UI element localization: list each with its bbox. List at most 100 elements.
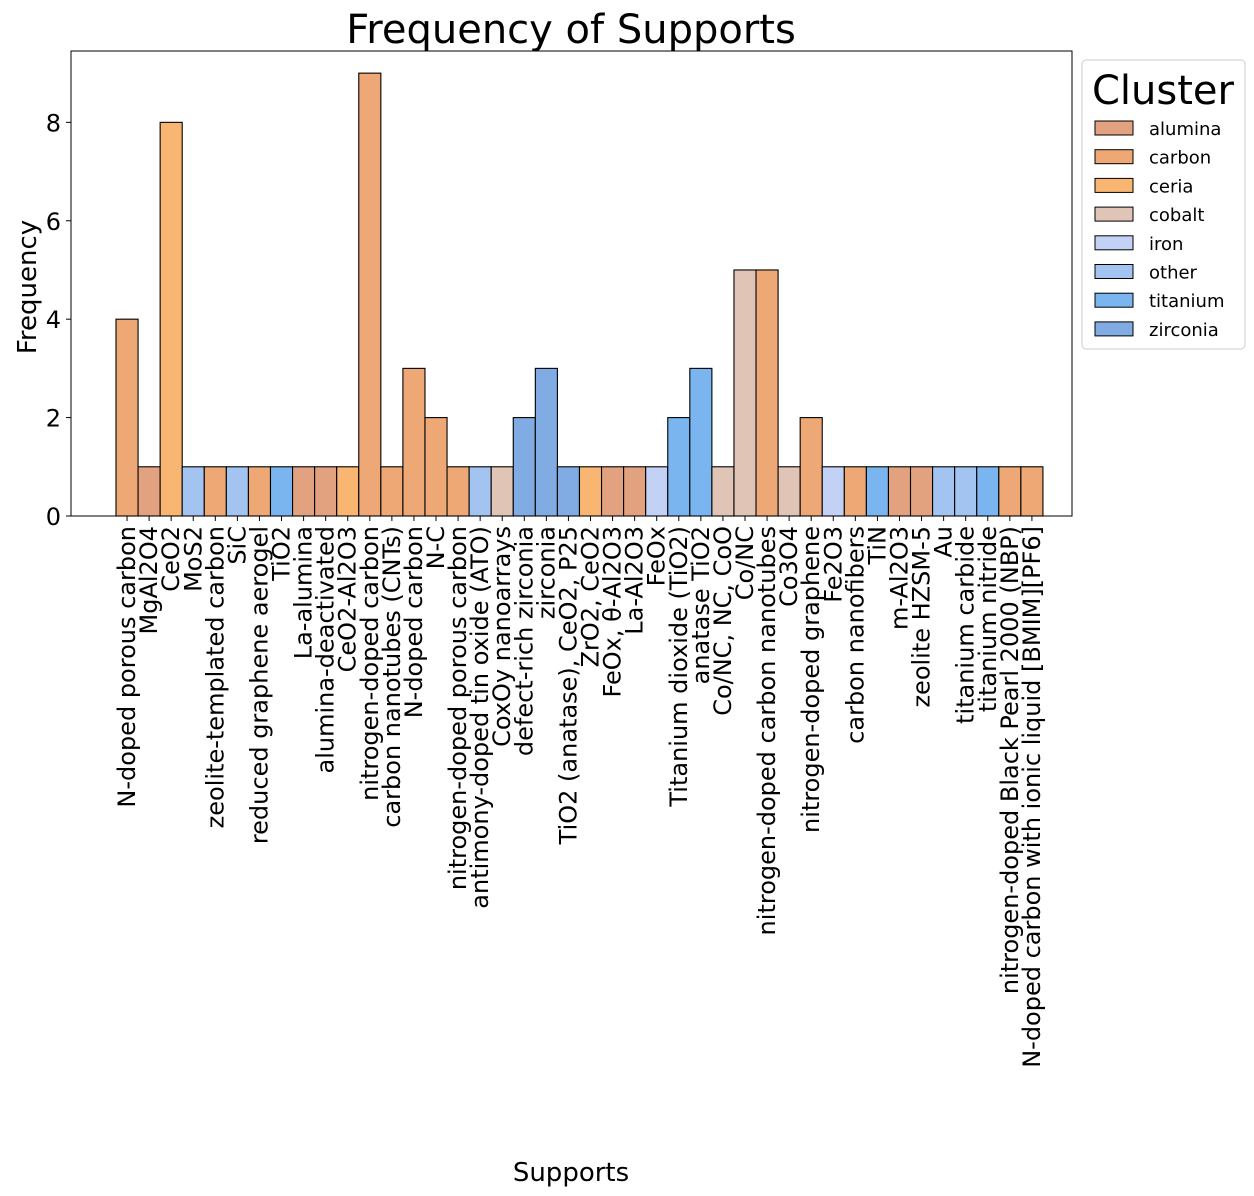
x-tick-label: CeO2 — [157, 526, 185, 592]
x-tick-label: FeOx, θ-Al2O3 — [599, 526, 627, 697]
legend-label: alumina — [1149, 119, 1221, 140]
x-tick-label: reduced graphene aerogel — [245, 526, 273, 844]
bar — [203, 466, 227, 517]
legend-label: carbon — [1149, 148, 1211, 169]
bar — [468, 466, 492, 517]
bar — [402, 367, 426, 517]
bars-group — [115, 72, 1044, 517]
bar — [534, 367, 558, 517]
x-tick-label: MoS2 — [179, 526, 207, 592]
bar — [490, 466, 514, 517]
legend-swatch — [1094, 292, 1134, 308]
plot-frame — [70, 50, 1073, 517]
legend-entries: alumina carbon ceria cobalt iron other titaniu… — [1094, 119, 1225, 341]
bar — [512, 417, 536, 517]
bar — [358, 72, 382, 517]
legend-label: ceria — [1149, 176, 1193, 197]
legend-title: Cluster — [1092, 68, 1235, 114]
x-tick-label: ZrO2, CeO2 — [577, 526, 605, 667]
x-tick-label: zeolite HZSM-5 — [908, 526, 936, 708]
x-tick-label: CeO2-Al2O3 — [334, 526, 362, 672]
x-tick-label: zirconia — [532, 526, 560, 619]
bar — [269, 466, 294, 517]
bar — [292, 466, 316, 517]
legend-swatch — [1094, 264, 1134, 279]
x-tick-label: antimony-doped tin oxide (ATO) — [466, 526, 494, 909]
bar — [821, 466, 845, 517]
bar — [932, 466, 956, 517]
x-axis: N-doped porous carbonMgAl2O4CeO2MoS2zeol… — [113, 516, 1046, 1068]
bar — [556, 466, 581, 517]
x-tick-label: TiO2 — [268, 526, 296, 582]
bar — [1020, 466, 1044, 517]
legend-label: cobalt — [1149, 205, 1204, 226]
bar — [998, 466, 1022, 517]
bar — [733, 269, 757, 517]
x-tick-label: N-doped carbon — [400, 526, 428, 718]
bar — [689, 367, 713, 517]
bar — [954, 466, 978, 517]
x-tick-label: nitrogen-doped carbon nanotubes — [753, 526, 781, 935]
bar — [667, 417, 691, 517]
bar — [909, 466, 934, 517]
bar — [865, 466, 890, 517]
legend-swatch — [1094, 206, 1134, 222]
x-tick-label: La-Al2O3 — [621, 526, 649, 635]
legend-label: iron — [1149, 234, 1183, 255]
x-tick-label: MgAl2O4 — [135, 526, 163, 634]
bar — [115, 318, 139, 517]
x-tick-label: titanium carbide — [952, 526, 980, 724]
x-tick-label: nitrogen-doped carbon — [356, 526, 384, 801]
x-tick-label: carbon nanotubes (CNTs) — [378, 526, 406, 828]
y-tick-label: 0 — [46, 503, 61, 531]
legend-label: zirconia — [1149, 320, 1219, 341]
x-tick-label: alumina-deactivated — [312, 526, 340, 774]
x-tick-label: N-doped carbon with ionic liquid [BMIM][… — [1018, 526, 1046, 1068]
x-tick-label: Co/NC, NC, CoO — [709, 526, 737, 716]
y-axis: 0 2 4 6 8 — [46, 109, 71, 531]
x-tick-label: nitrogen-doped porous carbon — [444, 526, 472, 890]
bar — [843, 466, 867, 517]
x-tick-label: carbon nanofibers — [841, 526, 869, 744]
bar — [711, 466, 735, 517]
x-tick-label: titanium nitride — [974, 526, 1002, 712]
x-tick-label: N-C — [422, 526, 450, 569]
bar — [799, 417, 823, 517]
x-tick-label: SiC — [223, 526, 251, 565]
bar — [578, 466, 603, 517]
legend-swatch — [1094, 149, 1134, 165]
x-axis-label: Supports — [513, 1158, 629, 1188]
bar — [446, 466, 470, 517]
x-tick-label: defect-rich zirconia — [510, 526, 538, 756]
y-tick-label: 4 — [46, 306, 61, 334]
x-tick-label: Co3O4 — [775, 526, 803, 607]
x-tick-label: N-doped porous carbon — [113, 526, 141, 808]
x-tick-label: CoxOy nanoarrays — [488, 526, 516, 747]
bar — [225, 466, 249, 517]
legend-swatch — [1094, 120, 1134, 136]
x-tick-label: m-Al2O3 — [885, 526, 913, 630]
bar — [314, 466, 338, 517]
y-tick-label: 2 — [46, 405, 61, 433]
y-axis-label: Frequency — [13, 220, 43, 354]
bar — [976, 466, 1000, 517]
bar — [159, 121, 183, 517]
chart-title: Frequency of Supports — [346, 7, 796, 53]
x-tick-label: TiN — [863, 526, 891, 566]
x-tick-label: La-alumina — [290, 526, 318, 659]
legend-label: titanium — [1149, 291, 1225, 312]
x-tick-label: zeolite-templated carbon — [201, 526, 229, 828]
legend-swatch — [1094, 235, 1134, 251]
x-tick-label: FeOx — [643, 526, 671, 586]
bar — [380, 466, 404, 517]
legend-label: other — [1149, 263, 1198, 284]
bar — [137, 466, 161, 517]
x-tick-label: Co/NC — [731, 526, 759, 600]
x-tick-label: nitrogen-doped Black Pearl 2000 (NBP) — [996, 526, 1024, 994]
x-tick-label: nitrogen-doped graphene — [797, 526, 825, 833]
bar — [247, 466, 272, 517]
x-tick-label: Fe2O3 — [819, 526, 847, 603]
bar — [777, 466, 801, 517]
legend-swatch — [1094, 177, 1134, 193]
bar — [181, 466, 205, 517]
